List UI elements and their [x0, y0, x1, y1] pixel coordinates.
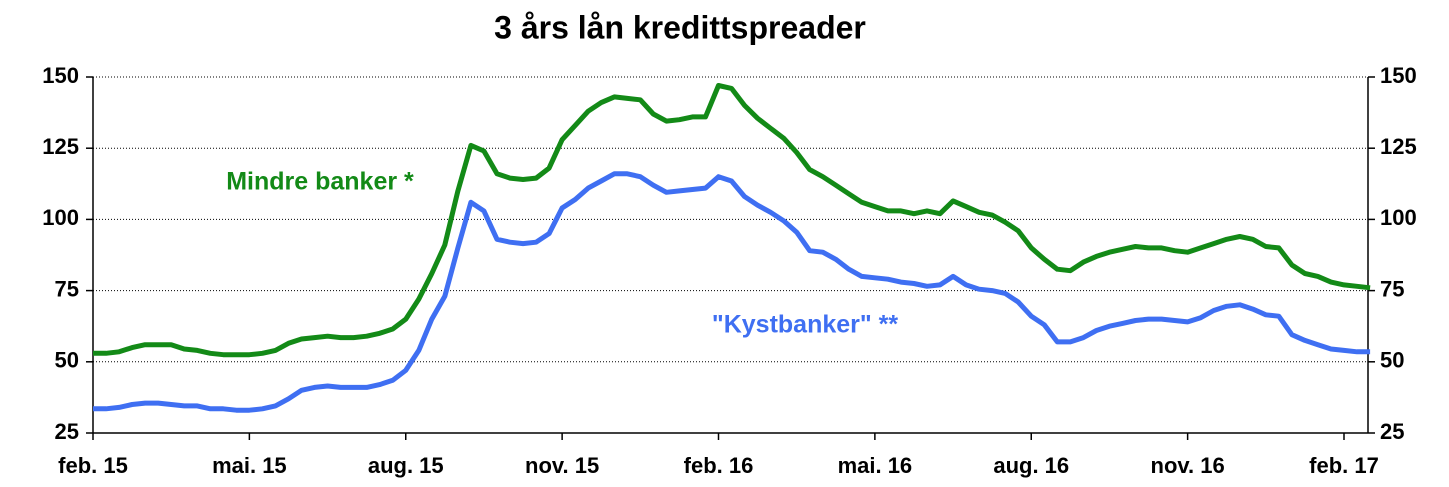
y2-tick-label: 150 — [1380, 63, 1417, 88]
x-tick-label: feb. 15 — [58, 453, 128, 478]
y2-tick-label: 50 — [1380, 348, 1404, 373]
x-tick-label: nov. 16 — [1151, 453, 1225, 478]
y-tick-label: 75 — [55, 276, 79, 301]
y-tick-label: 150 — [42, 63, 79, 88]
y-tick-label: 125 — [42, 134, 79, 159]
chart-title: 3 års lån kredittspreader — [494, 9, 866, 45]
y-tick-label: 25 — [55, 419, 79, 444]
x-tick-label: mai. 15 — [212, 453, 287, 478]
y-tick-label: 50 — [55, 348, 79, 373]
series-line — [93, 83, 1371, 358]
x-tick-label: aug. 16 — [993, 453, 1069, 478]
x-tick-label: feb. 16 — [684, 453, 754, 478]
y-tick-label: 100 — [42, 205, 79, 230]
y2-tick-label: 125 — [1380, 134, 1417, 159]
y2-tick-label: 100 — [1380, 205, 1417, 230]
y2-tick-label: 75 — [1380, 276, 1404, 301]
y2-tick-label: 25 — [1380, 419, 1404, 444]
x-tick-label: mai. 16 — [838, 453, 913, 478]
series-line — [93, 171, 1371, 413]
series-label: Mindre banker * — [226, 168, 414, 196]
x-tick-label: aug. 15 — [368, 453, 444, 478]
x-tick-label: nov. 15 — [525, 453, 599, 478]
x-tick-label: feb. 17 — [1309, 453, 1379, 478]
series-label: "Kystbanker" ** — [712, 311, 899, 339]
